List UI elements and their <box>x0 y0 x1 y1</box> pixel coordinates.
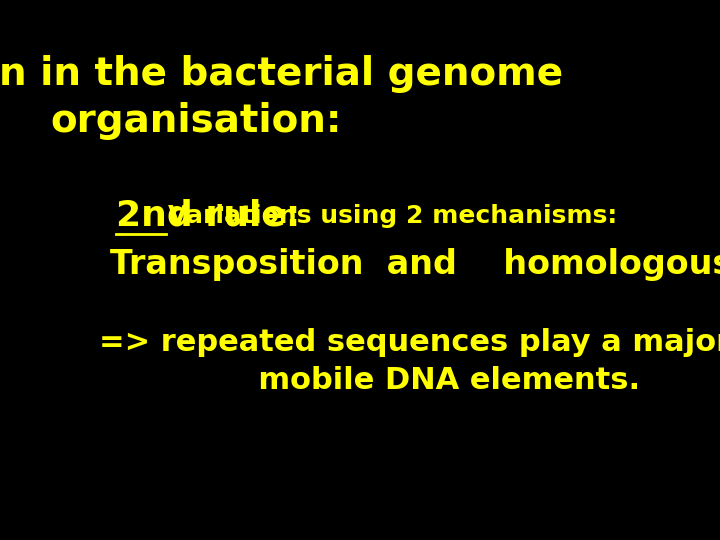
Text: Variations using 2 mechanisms:: Variations using 2 mechanisms: <box>168 204 617 228</box>
Text: Transposition  and    homologous Recombinaison: Transposition and homologous Recombinais… <box>110 248 720 281</box>
Text: => repeated sequences play a major role, notably the
               mobile DNA e: => repeated sequences play a major role,… <box>99 328 720 395</box>
Text: 2nd rule:: 2nd rule: <box>117 199 301 233</box>
Text: Variation in the bacterial genome
organisation:: Variation in the bacterial genome organi… <box>0 55 564 140</box>
